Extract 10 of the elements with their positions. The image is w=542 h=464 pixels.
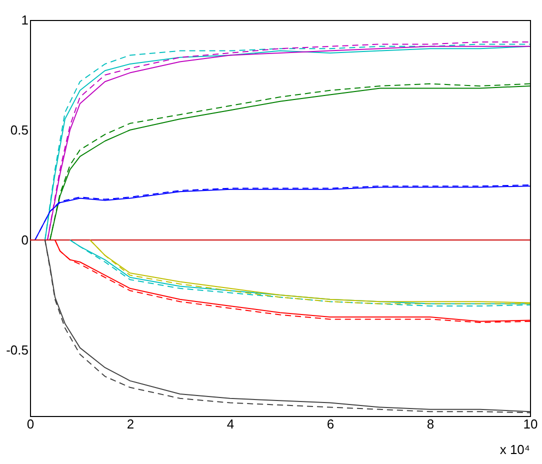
y-tick-label: 0: [21, 232, 28, 248]
x-tick-label: 8: [426, 416, 434, 432]
x-tick-label: 4: [226, 416, 234, 432]
x-tick-label: 2: [126, 416, 134, 432]
y-tick-label: 0.5: [10, 122, 28, 138]
x-tick-label: 10: [523, 416, 538, 432]
text: x 10⁴: [500, 442, 530, 457]
y-tick-label: 1: [21, 12, 28, 28]
x-tick-label: 6: [326, 416, 334, 432]
y-tick-label: -0.5: [6, 342, 28, 358]
